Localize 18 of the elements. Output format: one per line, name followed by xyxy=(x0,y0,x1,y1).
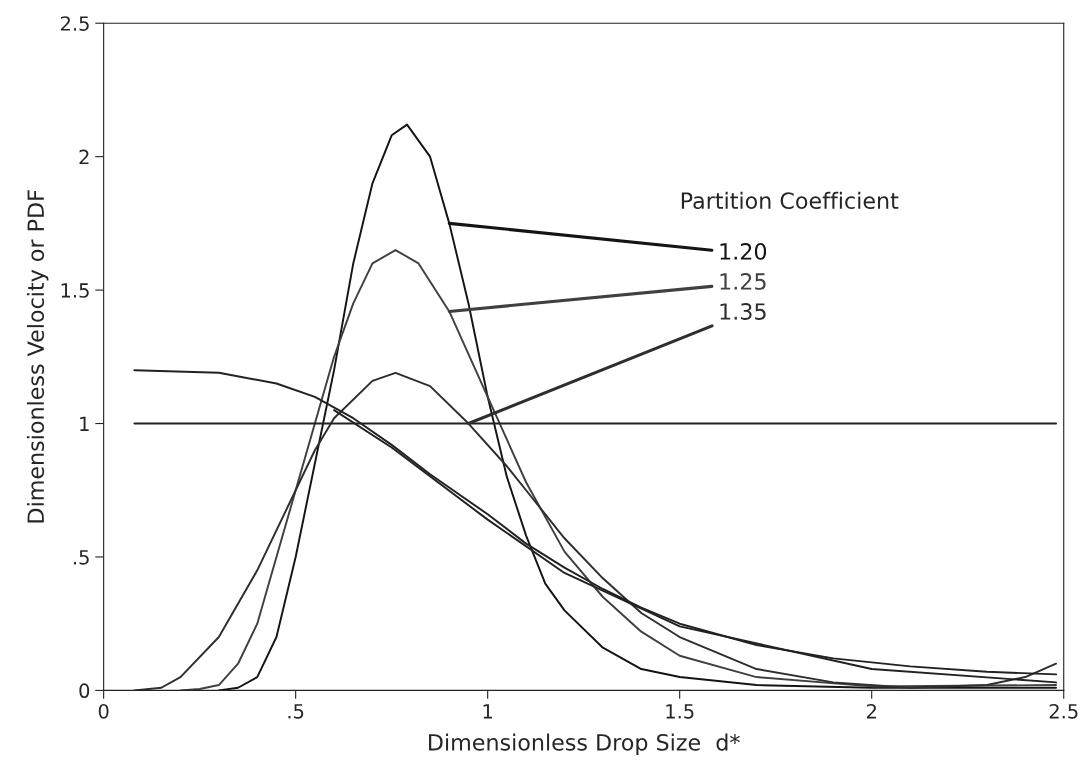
y-tick-label: 1.5 xyxy=(61,283,89,298)
legend-title: Partition Coefficient xyxy=(681,191,899,210)
text: 1.35 xyxy=(720,303,766,320)
x-tick-label: .5 xyxy=(288,704,304,719)
x-tick-label: 1.5 xyxy=(666,704,694,719)
x-tick-label: 1 xyxy=(483,704,493,719)
y-axis-title: Dimensionless Velocity or PDF xyxy=(26,190,49,523)
text: 1.25 xyxy=(720,273,766,290)
y-tick-label: 2 xyxy=(79,149,89,165)
y-tick-label: 1 xyxy=(80,416,89,431)
x-tick-label: 2 xyxy=(866,703,876,719)
text: 1.20 xyxy=(720,243,767,260)
y-tick-label: 2.5 xyxy=(60,16,89,31)
x-axis-title: Dimensionless Drop Size d* xyxy=(429,733,740,756)
x-tick-label: 0 xyxy=(98,703,109,719)
y-tick-label: .5 xyxy=(73,550,89,565)
x-tick-label: 2.5 xyxy=(1049,703,1078,719)
y-tick-label: 0 xyxy=(79,683,90,699)
